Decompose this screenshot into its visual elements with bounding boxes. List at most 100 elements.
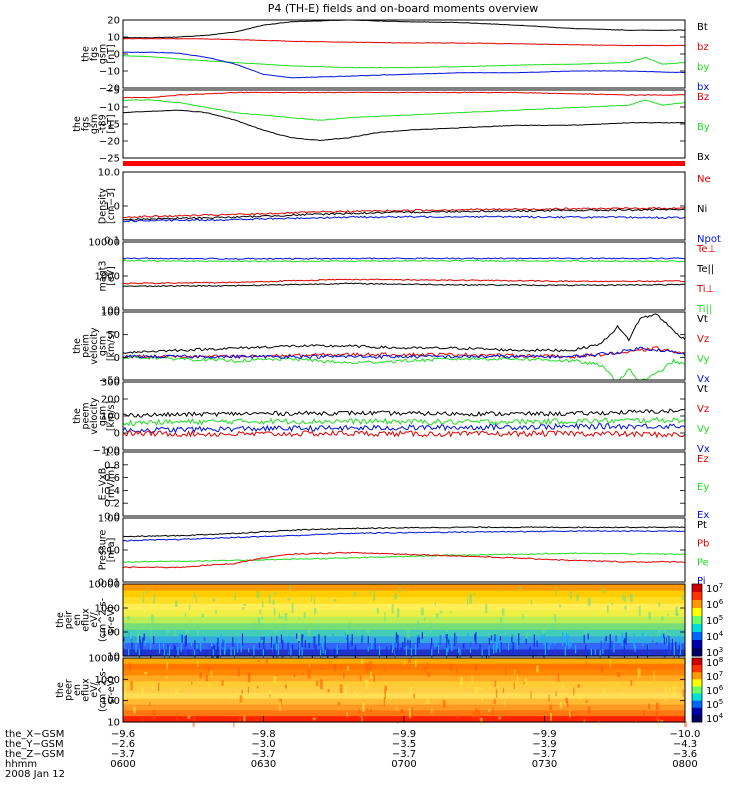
- spectrogram-streak: [276, 635, 278, 645]
- spectrogram-streak: [403, 661, 406, 665]
- spectrogram-streak: [287, 642, 289, 653]
- spectrogram-streak: [315, 680, 319, 687]
- legend-entry: Vt: [697, 314, 708, 325]
- panel-3: 10.0 1.0 0.1 Density[cm−3] Ne Ni Npot: [98, 168, 721, 247]
- spectrogram-streak: [333, 648, 336, 660]
- spectrogram-streak: [681, 643, 683, 649]
- spectrogram-streak: [573, 687, 575, 696]
- spectrogram-streak: [311, 649, 314, 664]
- footer-value: −10.0: [670, 729, 701, 740]
- y-axis-label: [nT]: [106, 114, 117, 133]
- footer-value: −3.9: [532, 739, 556, 750]
- spectrogram-streak: [666, 635, 669, 646]
- footer-value: −3.7: [251, 749, 275, 760]
- legend-entry: Pb: [697, 539, 709, 550]
- spectrogram-streak: [587, 597, 591, 606]
- spectrogram-streak: [637, 668, 641, 678]
- colorbar-swatch: [692, 608, 702, 617]
- ytick-label: 10: [107, 652, 120, 663]
- spectrogram-streak: [175, 600, 178, 607]
- spectrogram-streak: [469, 642, 472, 647]
- spectrogram-streak: [439, 610, 443, 614]
- spectrogram-band: [123, 590, 685, 598]
- spectrogram-streak: [621, 594, 624, 600]
- spectrogram-streak: [585, 700, 589, 703]
- y-axis-label: (cm^2-s-: [98, 598, 109, 642]
- legend-entry: bx: [697, 82, 709, 93]
- spectrogram-streak: [630, 680, 633, 687]
- y-axis-label: velocity: [89, 327, 100, 365]
- spectrogram-streak: [597, 720, 600, 725]
- spectrogram-streak: [585, 644, 587, 652]
- spectrogram-streak: [217, 637, 219, 644]
- spectrogram-streak: [184, 613, 187, 617]
- spectrogram-streak: [583, 635, 585, 644]
- ytick-label: 1000: [95, 604, 120, 615]
- y-axis-label: -t89: [98, 114, 109, 133]
- spectrogram-streak: [383, 697, 385, 707]
- spectrogram-streak: [548, 694, 550, 702]
- colorbar-swatch: [692, 600, 702, 609]
- spectrogram-streak: [636, 649, 639, 659]
- spectrogram-streak: [296, 633, 298, 639]
- colorbar-exponent: 6: [719, 684, 724, 692]
- spectrogram-streak: [675, 613, 679, 617]
- colorbar-label: 106: [706, 598, 724, 611]
- spectrogram-streak: [357, 630, 360, 634]
- spectrogram-streak: [499, 639, 501, 653]
- y-axis-label: E−VxB: [98, 468, 109, 501]
- spectrogram-band: [123, 663, 685, 671]
- spectrogram-streak: [663, 633, 665, 638]
- spectrogram-streak: [600, 665, 604, 673]
- spectrogram-streak: [524, 678, 528, 685]
- spectrogram-streak: [471, 675, 473, 684]
- spectrogram-streak: [317, 635, 319, 641]
- legend-entry: Vy: [697, 424, 710, 435]
- y-axis-label: peem: [81, 403, 92, 430]
- spectrogram-streak: [513, 682, 515, 690]
- series-line-Vy: [122, 416, 686, 427]
- spectrogram-streak: [327, 688, 330, 693]
- spectrogram-streak: [456, 648, 458, 658]
- footer-value: −9.9: [532, 729, 556, 740]
- spectrogram-streak: [361, 635, 364, 642]
- spectrogram-band: [123, 687, 685, 694]
- spectrogram-streak: [488, 708, 491, 712]
- y-axis-label: sr-eV): [106, 606, 117, 634]
- spectrogram-streak: [301, 647, 303, 660]
- spectrogram-streak: [474, 664, 478, 671]
- spectrogram-streak: [369, 708, 373, 713]
- spectrogram-streak: [166, 675, 168, 679]
- spectrogram-streak: [150, 640, 152, 650]
- spectrogram-streak: [243, 603, 247, 607]
- spectrogram-streak: [661, 616, 664, 621]
- spectrogram-streak: [555, 586, 557, 597]
- spectrogram-streak: [383, 653, 385, 656]
- spectrogram-streak: [494, 634, 496, 642]
- legend-entry: Pt: [697, 520, 707, 531]
- spectrogram-streak: [241, 690, 243, 694]
- spectrogram-streak: [214, 637, 216, 645]
- ytick-label: 0.2: [104, 499, 120, 510]
- colorbar-label: 104: [706, 712, 724, 725]
- y-axis-label: (cm^2-s-: [98, 668, 109, 712]
- spectrogram-streak: [675, 641, 677, 656]
- spectrogram-streak: [212, 598, 216, 602]
- spectrogram-streak: [507, 638, 510, 651]
- panel-10: 10810710610510410000100010010thepeerenef…: [55, 654, 724, 729]
- spectrogram-streak: [475, 632, 477, 645]
- spectrogram-streak: [570, 641, 572, 647]
- spectrogram-streak: [645, 624, 648, 628]
- spectrogram-streak: [184, 635, 186, 648]
- spectrogram-streak: [130, 638, 133, 641]
- spectrogram-streak: [213, 645, 215, 651]
- colorbar-exponent: 5: [719, 698, 723, 706]
- ytick-label: −10: [99, 103, 120, 114]
- ytick-label: −100: [93, 446, 120, 457]
- spectrogram-streak: [324, 635, 326, 649]
- spectrogram-streak: [434, 638, 436, 647]
- spectrogram-streak: [408, 708, 412, 718]
- spectrogram-streak: [233, 720, 235, 728]
- spectrogram-streak: [130, 680, 133, 691]
